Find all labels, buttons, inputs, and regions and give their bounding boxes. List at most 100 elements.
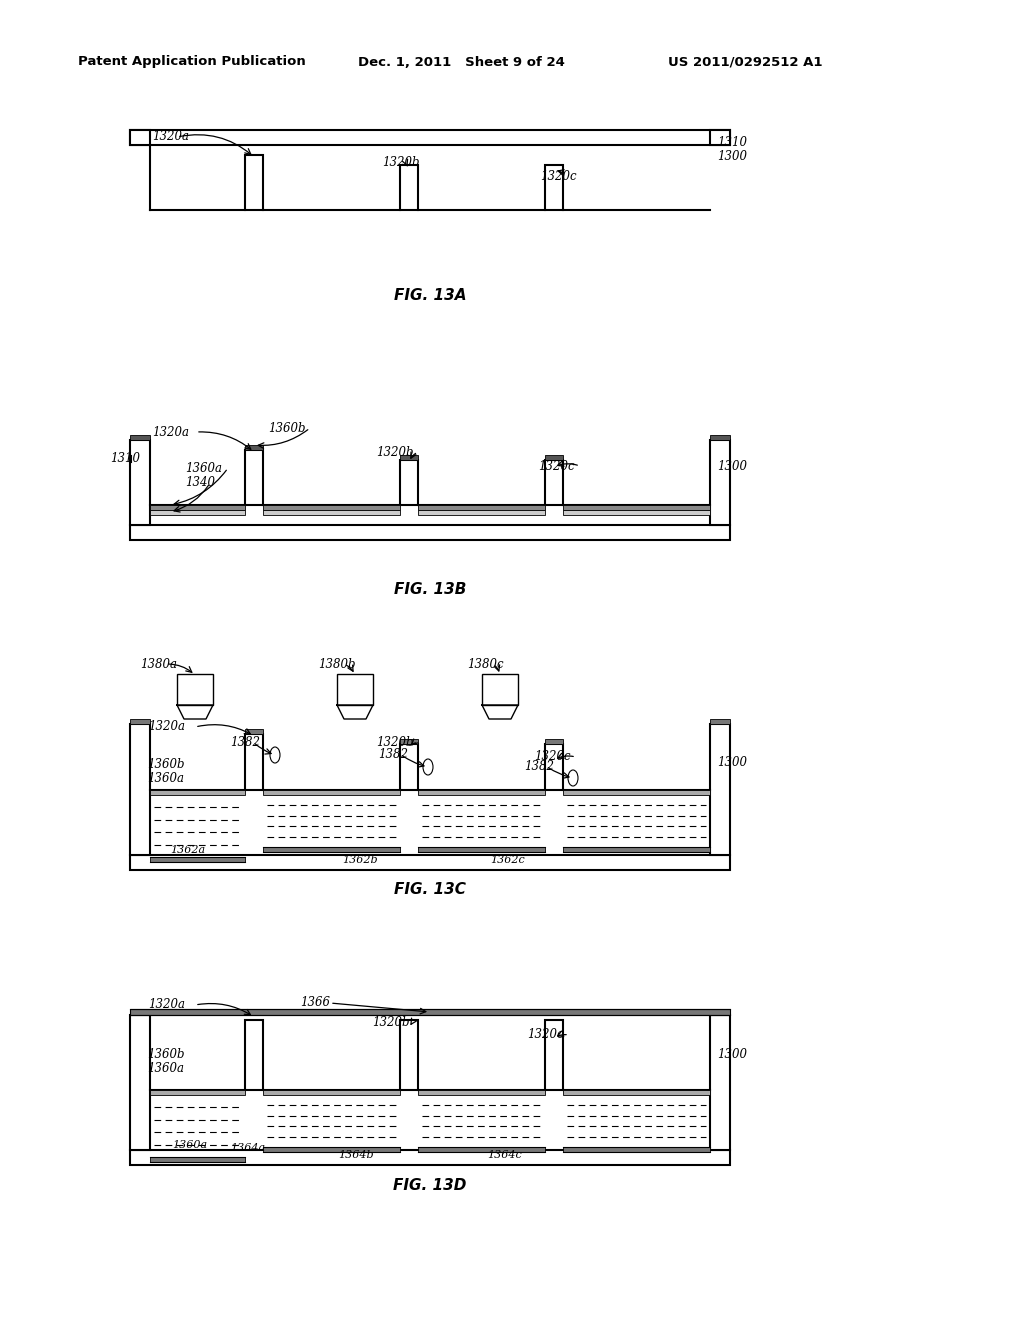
Bar: [563, 847, 710, 851]
Text: 1320b: 1320b: [376, 446, 414, 458]
Bar: [263, 510, 400, 515]
Text: 1380b: 1380b: [318, 657, 355, 671]
Text: 1300: 1300: [717, 459, 746, 473]
Text: 1382: 1382: [378, 747, 408, 760]
Text: 1320b: 1320b: [382, 157, 420, 169]
Bar: [263, 789, 400, 795]
Text: 1366: 1366: [300, 997, 330, 1010]
Bar: [263, 1090, 400, 1096]
Text: 1340: 1340: [185, 477, 215, 490]
Bar: [418, 506, 545, 510]
Bar: [563, 1090, 710, 1096]
Text: 1320c: 1320c: [534, 751, 570, 763]
Bar: [130, 1008, 730, 1015]
Text: Patent Application Publication: Patent Application Publication: [78, 55, 306, 69]
Bar: [177, 675, 213, 705]
Ellipse shape: [423, 759, 433, 775]
Bar: [263, 506, 400, 510]
Bar: [710, 723, 730, 855]
Bar: [400, 1020, 418, 1090]
Text: 1362a: 1362a: [170, 845, 205, 855]
Bar: [418, 1090, 545, 1096]
Bar: [545, 165, 563, 210]
Bar: [710, 1015, 730, 1150]
Bar: [563, 510, 710, 515]
Text: 1360b: 1360b: [147, 1048, 184, 1061]
Text: 1320c: 1320c: [527, 1028, 563, 1041]
Text: 1300: 1300: [717, 149, 746, 162]
Bar: [130, 129, 730, 145]
Text: 1382: 1382: [524, 759, 554, 772]
Text: 1360a: 1360a: [185, 462, 222, 474]
Text: FIG. 13A: FIG. 13A: [394, 288, 466, 302]
Text: 1364c: 1364c: [487, 1150, 522, 1160]
Text: 1310: 1310: [110, 451, 140, 465]
Text: 1362c: 1362c: [490, 855, 524, 865]
Bar: [150, 506, 245, 510]
Text: 1300: 1300: [717, 755, 746, 768]
Text: 1360a: 1360a: [147, 1061, 184, 1074]
Bar: [130, 440, 150, 525]
Ellipse shape: [568, 770, 578, 785]
Bar: [400, 165, 418, 210]
Bar: [545, 744, 563, 789]
Text: 1320c: 1320c: [540, 169, 577, 182]
Bar: [710, 129, 730, 145]
Bar: [245, 450, 263, 506]
Bar: [400, 459, 418, 506]
Bar: [245, 1020, 263, 1090]
Text: FIG. 13C: FIG. 13C: [394, 883, 466, 898]
Bar: [563, 789, 710, 795]
Bar: [150, 1090, 245, 1096]
Text: 1300: 1300: [717, 1048, 746, 1061]
Text: 1360a: 1360a: [172, 1140, 207, 1150]
Bar: [150, 510, 245, 515]
Text: Dec. 1, 2011   Sheet 9 of 24: Dec. 1, 2011 Sheet 9 of 24: [358, 55, 565, 69]
Bar: [400, 455, 418, 459]
Text: 1382: 1382: [230, 735, 260, 748]
Bar: [130, 855, 730, 870]
Text: 1320a: 1320a: [148, 998, 185, 1011]
Bar: [400, 744, 418, 789]
Polygon shape: [482, 705, 518, 719]
Bar: [150, 789, 245, 795]
Bar: [400, 739, 418, 744]
Text: US 2011/0292512 A1: US 2011/0292512 A1: [668, 55, 822, 69]
Text: 1380c: 1380c: [467, 657, 504, 671]
Bar: [545, 739, 563, 744]
Bar: [130, 719, 150, 723]
Bar: [710, 436, 730, 440]
Bar: [130, 1150, 730, 1166]
Bar: [418, 847, 545, 851]
Bar: [418, 789, 545, 795]
Text: 1320a: 1320a: [152, 425, 189, 438]
Text: 1320a: 1320a: [148, 721, 185, 734]
Text: 1362b: 1362b: [342, 855, 378, 865]
Bar: [130, 1015, 150, 1150]
Bar: [245, 154, 263, 210]
Polygon shape: [177, 705, 213, 719]
Bar: [245, 445, 263, 450]
Text: 1320a: 1320a: [152, 131, 189, 144]
Bar: [710, 719, 730, 723]
Text: 1360a: 1360a: [147, 771, 184, 784]
Bar: [482, 675, 518, 705]
Bar: [545, 1020, 563, 1090]
Polygon shape: [337, 705, 373, 719]
Bar: [150, 1158, 245, 1162]
Text: FIG. 13B: FIG. 13B: [394, 582, 466, 598]
Text: 1380a: 1380a: [140, 657, 177, 671]
Bar: [545, 459, 563, 506]
Bar: [245, 734, 263, 789]
Bar: [337, 675, 373, 705]
Bar: [418, 510, 545, 515]
Text: 1360b: 1360b: [147, 758, 184, 771]
Bar: [130, 525, 730, 540]
Bar: [130, 129, 150, 145]
Text: 1320b: 1320b: [376, 735, 414, 748]
Bar: [418, 1147, 545, 1152]
Ellipse shape: [270, 747, 280, 763]
Bar: [263, 847, 400, 851]
Bar: [710, 440, 730, 525]
Bar: [563, 506, 710, 510]
